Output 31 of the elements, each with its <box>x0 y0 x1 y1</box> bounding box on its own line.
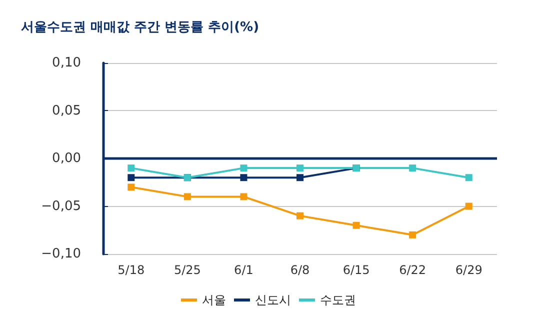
x-tick-label: 6/1 <box>234 263 254 277</box>
chart-title: 서울수도권 매매값 주간 변동률 추이(%) <box>21 20 260 35</box>
point <box>296 164 304 172</box>
x-tick-label: 6/8 <box>290 263 310 277</box>
y-tick-label: 0,05 <box>52 103 81 118</box>
legend-label: 서울 <box>202 293 226 307</box>
y-tick-label: 0,10 <box>52 56 81 70</box>
point <box>409 164 416 172</box>
point <box>184 193 191 200</box>
point <box>128 174 135 182</box>
point <box>240 174 248 182</box>
legend-label: 신도시 <box>255 293 291 307</box>
y-tick-label: −0,05 <box>41 198 81 214</box>
point <box>240 193 248 200</box>
point <box>240 164 248 172</box>
point <box>465 174 472 182</box>
y-tick-label: 0,00 <box>52 151 81 166</box>
point <box>296 212 304 220</box>
point <box>128 164 135 172</box>
point <box>296 174 304 182</box>
x-tick-label: 6/15 <box>342 263 370 277</box>
point <box>128 184 135 191</box>
x-tick-label: 6/29 <box>455 263 482 277</box>
legend-label: 수도권 <box>320 293 356 307</box>
point <box>409 231 416 238</box>
x-tick-label: 5/18 <box>118 263 145 277</box>
point <box>352 222 360 229</box>
x-tick-label: 5/25 <box>174 263 201 277</box>
y-tick-label: −0,10 <box>41 246 81 262</box>
x-tick-label: 6/22 <box>399 263 426 277</box>
point <box>465 202 472 210</box>
